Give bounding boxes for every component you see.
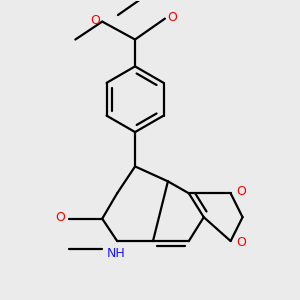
- Text: O: O: [56, 211, 65, 224]
- Text: O: O: [90, 14, 100, 27]
- Text: O: O: [236, 185, 246, 198]
- Text: NH: NH: [107, 247, 126, 260]
- Text: O: O: [236, 236, 246, 249]
- Text: O: O: [167, 11, 177, 24]
